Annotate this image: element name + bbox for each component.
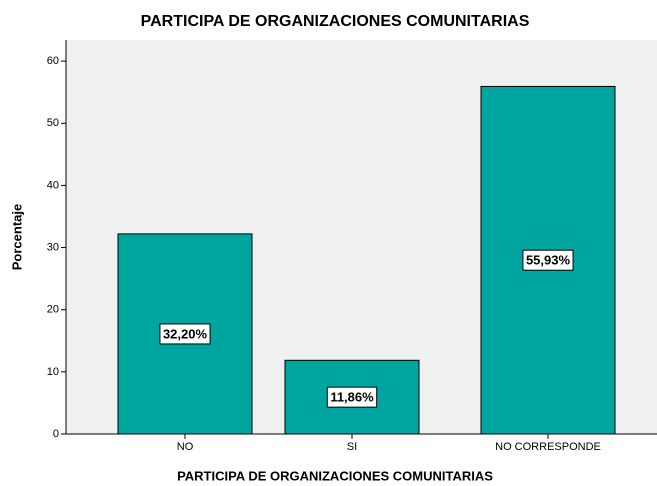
value-label-box xyxy=(326,386,378,408)
value-label: 55,93% xyxy=(526,253,571,268)
chart-title: PARTICIPA DE ORGANIZACIONES COMUNITARIAS xyxy=(141,13,530,30)
value-label: 11,86% xyxy=(330,390,374,405)
value-label-box xyxy=(522,249,574,271)
value-label: 32,20% xyxy=(163,326,208,341)
y-axis-title: Porcentaje xyxy=(9,204,24,270)
y-tick-label: 30 xyxy=(47,241,59,253)
y-tick-label: 10 xyxy=(47,366,59,378)
y-tick-label: 0 xyxy=(53,428,59,440)
x-axis-title: PARTICIPA DE ORGANIZACIONES COMUNITARIAS xyxy=(177,468,493,483)
y-tick-label: 40 xyxy=(47,179,59,191)
x-tick-label: SI xyxy=(347,441,357,453)
value-label-box xyxy=(159,323,211,345)
x-tick-label: NO xyxy=(177,441,194,453)
y-tick-label: 20 xyxy=(47,304,59,316)
x-tick-label: NO CORRESPONDE xyxy=(495,441,601,453)
y-tick-label: 60 xyxy=(47,55,59,67)
y-tick-label: 50 xyxy=(47,117,59,129)
